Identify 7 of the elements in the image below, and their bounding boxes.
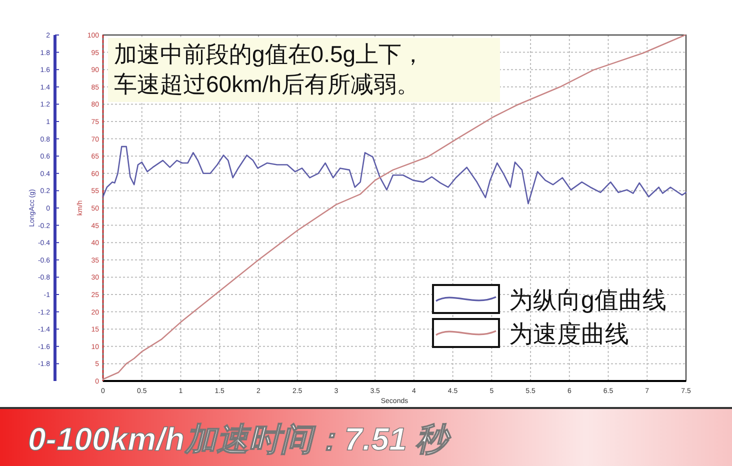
- legend-label: 为纵向g值曲线: [509, 287, 666, 314]
- legend-label: 为速度曲线: [509, 321, 629, 348]
- text: 0-100km/h加速时间：7.51 秒: [28, 421, 452, 457]
- line-series: [102, 146, 687, 204]
- annotation: 加速中前段的g值在0.5g上下，: [114, 41, 425, 67]
- line-series: [102, 34, 686, 380]
- annotation: 车速超过60km/h后有所减弱。: [114, 71, 420, 97]
